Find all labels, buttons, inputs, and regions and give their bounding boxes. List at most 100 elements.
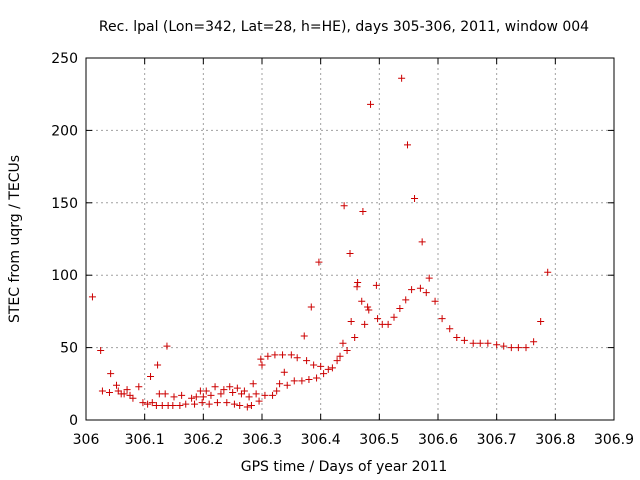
x-tick-label: 306.4 [301,432,341,448]
data-point [88,293,96,301]
data-point [113,381,121,389]
data-point [438,315,446,323]
data-point [307,303,315,311]
data-point [460,336,468,344]
data-point [484,339,492,347]
y-tick-label: 200 [51,123,78,139]
x-tick-label: 306.9 [594,432,634,448]
x-tick-label: 306.1 [125,432,165,448]
data-point [271,351,279,359]
data-point [390,313,398,321]
data-point [514,344,522,352]
data-point [293,354,301,362]
data-point [359,207,367,215]
data-points [88,74,552,411]
data-point [305,375,313,383]
data-point [333,357,341,365]
data-point [155,390,163,398]
x-tick-label: 306.5 [359,432,399,448]
data-point [411,194,419,202]
data-point [205,400,213,408]
data-point [243,403,251,411]
chart-title: Rec. lpal (Lon=342, Lat=28, h=HE), days … [99,19,589,35]
data-point [422,289,430,297]
data-point [317,362,325,370]
data-point [98,387,106,395]
data-point [182,400,190,408]
data-point [320,370,328,378]
data-point [403,141,411,149]
data-point [418,238,426,246]
data-point [213,399,221,407]
data-point [257,355,265,363]
data-point [340,202,348,210]
data-point [328,364,336,372]
data-point [276,380,284,388]
y-tick-label: 250 [51,51,78,67]
gridlines [86,58,614,420]
data-point [367,100,375,108]
data-point [361,320,369,328]
data-point [537,318,545,326]
data-point [339,339,347,347]
data-point [453,333,461,341]
data-point [229,388,237,396]
data-point [287,351,295,359]
data-point [261,391,269,399]
y-tick-label: 100 [51,268,78,284]
data-point [476,339,484,347]
y-tick-label: 0 [69,413,78,429]
data-point [188,394,196,402]
data-point [176,402,184,410]
data-point [147,373,155,381]
data-point [351,333,359,341]
y-axis-label: STEC from uqrg / TECUs [7,155,23,323]
data-point [233,384,241,392]
data-point [192,393,200,401]
data-point [343,346,351,354]
data-point [220,386,228,394]
data-point [217,390,225,398]
data-point [347,318,355,326]
data-point [269,391,277,399]
data-point [279,351,287,359]
data-point [240,387,248,395]
data-point [522,344,530,352]
data-point [211,383,219,391]
data-point [313,374,321,382]
data-point [207,391,215,399]
data-point [396,305,404,313]
data-point [223,399,231,407]
data-point [273,387,281,395]
data-point [199,393,207,401]
data-point [346,249,354,257]
data-point [237,390,245,398]
data-point [493,341,501,349]
data-point [372,281,380,289]
data-point [161,390,169,398]
data-point [290,377,298,385]
data-point [530,338,538,346]
data-point [283,381,291,389]
y-tick-label: 150 [51,196,78,212]
data-point [252,390,260,398]
data-point [298,377,306,385]
x-tick-label: 306 [73,432,100,448]
data-point [365,306,373,314]
data-point [258,361,266,369]
data-point [469,339,477,347]
data-point [169,402,177,410]
data-point [247,402,255,410]
data-point [226,383,234,391]
x-tick-label: 306.8 [535,432,575,448]
data-point [280,368,288,376]
data-point [135,383,143,391]
data-point [446,325,454,333]
data-point [105,388,113,396]
data-point [336,352,344,360]
data-point [378,320,386,328]
data-point [123,386,131,394]
data-point [198,399,206,407]
data-point [364,303,372,311]
